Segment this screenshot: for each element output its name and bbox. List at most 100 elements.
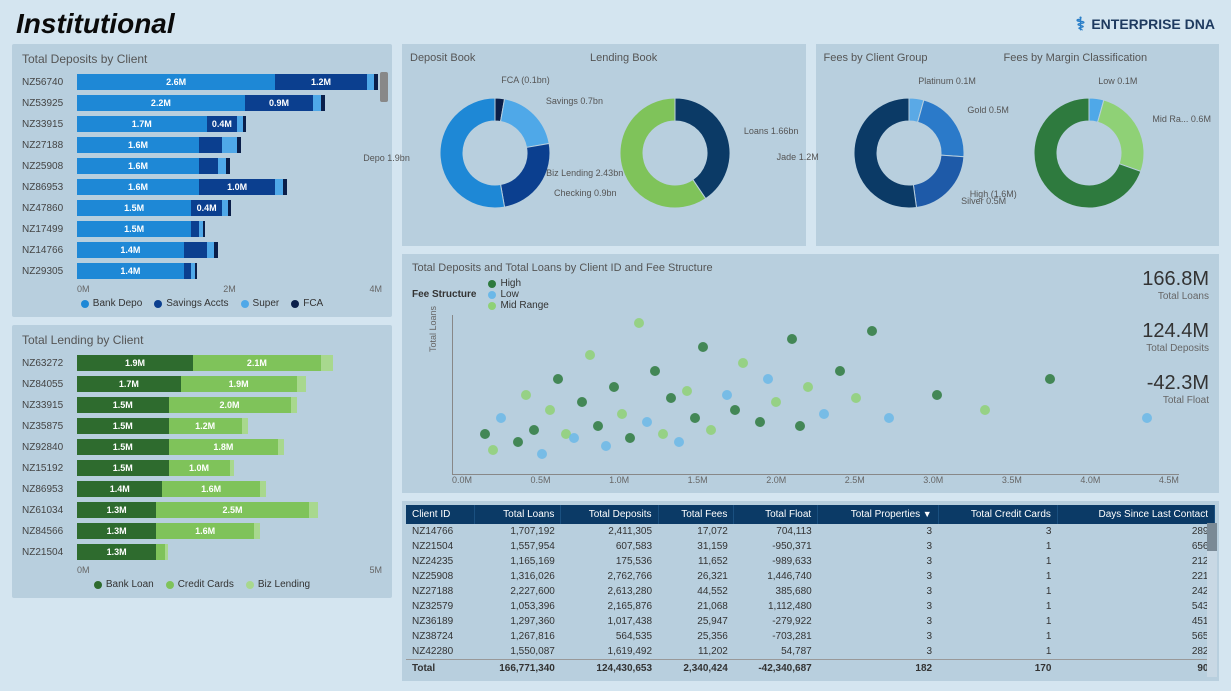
lending-by-client-card[interactable]: Total Lending by Client NZ632721.9M2.1MN… — [12, 325, 392, 598]
bar-segment[interactable]: 0.4M — [191, 200, 222, 216]
scatter-point[interactable] — [884, 413, 894, 423]
scatter-point[interactable] — [698, 342, 708, 352]
table-row[interactable]: NZ242351,165,169175,53611,652-989,633312… — [406, 554, 1215, 569]
column-header[interactable]: Total Float — [734, 505, 818, 524]
bar-segment[interactable]: 2.6M — [77, 74, 275, 90]
bar-segment[interactable]: 2.1M — [193, 355, 321, 371]
scatter-point[interactable] — [521, 390, 531, 400]
bar-row[interactable]: NZ293051.4M — [22, 261, 382, 281]
scatter-point[interactable] — [634, 318, 644, 328]
bar-row[interactable]: NZ339151.7M0.4M — [22, 114, 382, 134]
scatter-point[interactable] — [738, 358, 748, 368]
bar-segment[interactable] — [228, 200, 231, 216]
column-header[interactable]: Total Loans — [474, 505, 561, 524]
bar-row[interactable]: NZ539252.2M0.9M — [22, 93, 382, 113]
scatter-point[interactable] — [932, 390, 942, 400]
bar-segment[interactable]: 1.5M — [77, 397, 169, 413]
chart-scrollbar[interactable] — [380, 72, 388, 102]
bar-segment[interactable] — [313, 95, 321, 111]
bar-row[interactable]: NZ610341.3M2.5M — [22, 500, 382, 520]
scatter-point[interactable] — [787, 334, 797, 344]
bar-segment[interactable] — [165, 544, 168, 560]
bar-segment[interactable]: 1.3M — [77, 502, 156, 518]
bar-segment[interactable] — [283, 179, 287, 195]
bar-segment[interactable]: 1.6M — [77, 158, 199, 174]
bar-row[interactable]: NZ845661.3M1.6M — [22, 521, 382, 541]
scatter-point[interactable] — [674, 437, 684, 447]
fees-margin-donut[interactable]: Low 0.1MMid Ra... 0.6MHigh (1.6M) — [1004, 68, 1174, 238]
bar-row[interactable]: NZ147661.4M — [22, 240, 382, 260]
bar-segment[interactable]: 1.9M — [181, 376, 297, 392]
scatter-point[interactable] — [980, 405, 990, 415]
scatter-point[interactable] — [593, 421, 603, 431]
scatter-point[interactable] — [585, 350, 595, 360]
bar-segment[interactable] — [291, 397, 297, 413]
bar-segment[interactable] — [214, 242, 218, 258]
scatter-point[interactable] — [650, 366, 660, 376]
scatter-point[interactable] — [819, 409, 829, 419]
bar-row[interactable]: NZ271881.6M — [22, 135, 382, 155]
bar-segment[interactable] — [191, 221, 199, 237]
table-row[interactable]: NZ259081,316,0262,762,76626,3211,446,740… — [406, 569, 1215, 584]
bar-segment[interactable]: 0.9M — [245, 95, 314, 111]
bar-segment[interactable] — [237, 137, 241, 153]
bar-segment[interactable] — [309, 502, 318, 518]
column-header[interactable]: Total Properties ▼ — [818, 505, 938, 524]
bar-segment[interactable]: 1.0M — [199, 179, 275, 195]
table-row[interactable]: NZ361891,297,3601,017,43825,947-279,9223… — [406, 614, 1215, 629]
bar-segment[interactable]: 1.8M — [169, 439, 279, 455]
scatter-card[interactable]: Total Deposits and Total Loans by Client… — [402, 254, 1219, 493]
fees-card[interactable]: Fees by Client Group Platinum 0.1MGold 0… — [816, 44, 1220, 246]
legend-item[interactable]: Bank Depo — [81, 298, 142, 309]
scatter-point[interactable] — [529, 425, 539, 435]
table-header-row[interactable]: Client IDTotal LoansTotal DepositsTotal … — [406, 505, 1215, 524]
client-table[interactable]: Client IDTotal LoansTotal DepositsTotal … — [406, 505, 1215, 677]
bar-segment[interactable]: 1.0M — [169, 460, 230, 476]
scatter-point[interactable] — [617, 409, 627, 419]
scatter-point[interactable] — [690, 413, 700, 423]
table-row[interactable]: NZ271882,227,6002,613,28044,552385,68031… — [406, 584, 1215, 599]
scatter-point[interactable] — [537, 449, 547, 459]
scatter-point[interactable] — [658, 429, 668, 439]
deposits-legend[interactable]: Bank DepoSavings AcctsSuperFCA — [22, 298, 382, 309]
bar-row[interactable]: NZ632721.9M2.1M — [22, 353, 382, 373]
bar-segment[interactable] — [278, 439, 284, 455]
bar-segment[interactable] — [222, 137, 237, 153]
bar-segment[interactable]: 1.5M — [77, 418, 169, 434]
table-row[interactable]: NZ215041,557,954607,58331,159-950,371316… — [406, 539, 1215, 554]
scatter-point[interactable] — [755, 417, 765, 427]
lending-bar-chart[interactable]: NZ632721.9M2.1MNZ840551.7M1.9MNZ339151.5… — [22, 353, 382, 562]
bar-segment[interactable]: 1.2M — [169, 418, 242, 434]
scatter-point[interactable] — [722, 390, 732, 400]
bar-segment[interactable] — [230, 460, 235, 476]
bar-segment[interactable] — [374, 74, 378, 90]
bar-segment[interactable]: 1.4M — [77, 481, 162, 497]
scatter-plot[interactable] — [452, 315, 1179, 475]
scatter-point[interactable] — [730, 405, 740, 415]
bar-segment[interactable]: 1.6M — [162, 481, 260, 497]
bar-segment[interactable] — [297, 376, 306, 392]
scatter-point[interactable] — [763, 374, 773, 384]
bar-segment[interactable]: 1.7M — [77, 116, 207, 132]
scatter-point[interactable] — [771, 397, 781, 407]
bar-segment[interactable] — [275, 179, 283, 195]
table-row[interactable]: NZ325791,053,3962,165,87621,0681,112,480… — [406, 599, 1215, 614]
scatter-point[interactable] — [609, 382, 619, 392]
deposit-lending-book-card[interactable]: Deposit Book FCA (0.1bn)Savings 0.7bnChe… — [402, 44, 806, 246]
bar-segment[interactable] — [260, 481, 266, 497]
scatter-point[interactable] — [625, 433, 635, 443]
table-scrollbar[interactable] — [1207, 523, 1217, 677]
scatter-point[interactable] — [851, 393, 861, 403]
bar-row[interactable]: NZ358751.5M1.2M — [22, 416, 382, 436]
bar-row[interactable]: NZ869531.6M1.0M — [22, 177, 382, 197]
bar-segment[interactable] — [184, 263, 192, 279]
scatter-point[interactable] — [513, 437, 523, 447]
bar-segment[interactable] — [367, 74, 375, 90]
scatter-point[interactable] — [642, 417, 652, 427]
legend-item[interactable]: Super — [241, 298, 280, 309]
lending-legend[interactable]: Bank LoanCredit CardsBiz Lending — [22, 579, 382, 590]
bar-segment[interactable]: 1.5M — [77, 221, 191, 237]
column-header[interactable]: Days Since Last Contact — [1057, 505, 1214, 524]
bar-row[interactable]: NZ339151.5M2.0M — [22, 395, 382, 415]
bar-segment[interactable]: 1.5M — [77, 460, 169, 476]
